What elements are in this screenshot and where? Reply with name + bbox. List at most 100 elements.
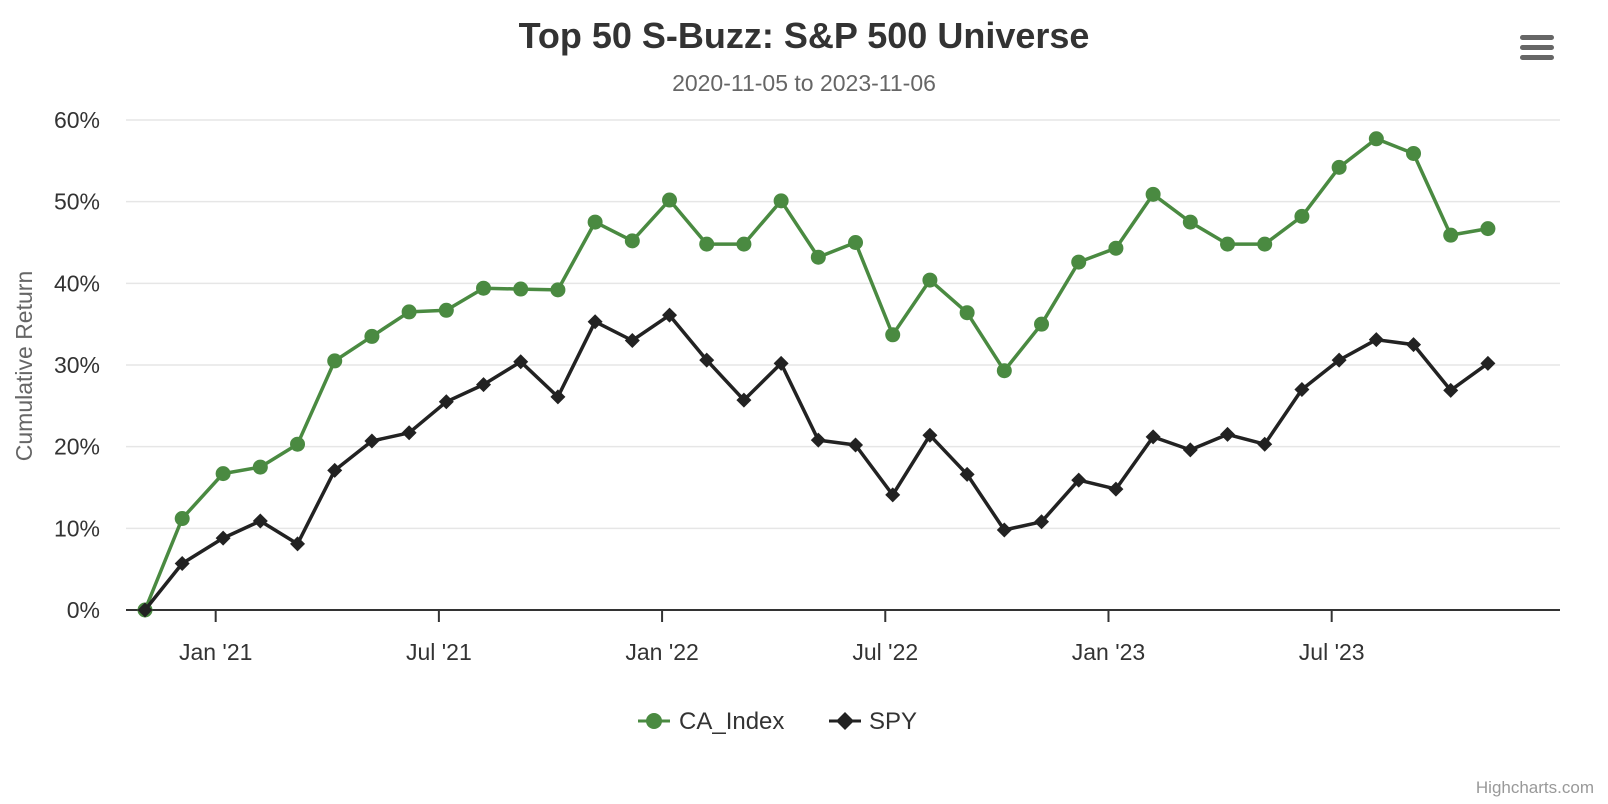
credits-link[interactable]: Highcharts.com: [1476, 778, 1594, 797]
data-point-ca-index[interactable]: [1257, 236, 1273, 252]
series-spy: [137, 307, 1496, 618]
data-point-ca-index[interactable]: [1331, 159, 1347, 175]
data-point-ca-index[interactable]: [550, 282, 566, 298]
data-point-spy[interactable]: [810, 432, 826, 448]
x-tick-label: Jul '22: [852, 639, 918, 665]
data-point-ca-index[interactable]: [996, 363, 1012, 379]
data-point-ca-index[interactable]: [1108, 240, 1124, 256]
data-point-ca-index[interactable]: [885, 327, 901, 343]
data-point-ca-index[interactable]: [1145, 186, 1161, 202]
data-point-spy[interactable]: [1257, 436, 1273, 452]
hamburger-menu-icon[interactable]: [1518, 30, 1558, 64]
data-point-ca-index[interactable]: [587, 214, 603, 230]
data-point-ca-index[interactable]: [959, 305, 975, 321]
y-tick-label: 40%: [54, 270, 100, 296]
legend-marker-diamond-icon: [836, 712, 854, 730]
data-point-spy[interactable]: [662, 307, 678, 323]
data-point-spy[interactable]: [773, 355, 789, 371]
x-tick-label: Jan '22: [625, 639, 698, 665]
data-point-ca-index[interactable]: [1406, 145, 1422, 161]
data-point-spy[interactable]: [550, 389, 566, 405]
data-point-spy[interactable]: [699, 352, 715, 368]
legend: CA_Index SPY: [638, 708, 917, 735]
data-point-spy[interactable]: [587, 314, 603, 330]
data-point-ca-index[interactable]: [290, 436, 306, 452]
data-point-ca-index[interactable]: [252, 459, 268, 475]
series-line-spy: [143, 313, 1490, 612]
data-point-ca-index[interactable]: [1034, 316, 1050, 332]
data-point-spy[interactable]: [1368, 332, 1384, 348]
data-point-ca-index[interactable]: [1220, 236, 1236, 252]
data-point-spy[interactable]: [290, 536, 306, 552]
data-point-ca-index[interactable]: [922, 272, 938, 288]
data-point-ca-index[interactable]: [364, 328, 380, 344]
y-tick-label: 60%: [54, 107, 100, 133]
y-tick-label: 50%: [54, 189, 100, 215]
data-point-ca-index[interactable]: [624, 233, 640, 249]
data-point-ca-index[interactable]: [327, 353, 343, 369]
data-point-ca-index[interactable]: [773, 193, 789, 209]
data-point-spy[interactable]: [364, 433, 380, 449]
data-point-spy[interactable]: [1034, 514, 1050, 530]
data-point-spy[interactable]: [401, 425, 417, 441]
data-point-ca-index[interactable]: [513, 281, 529, 297]
legend-item-ca-index[interactable]: CA_Index: [638, 708, 784, 735]
series-line-ca-index: [143, 137, 1490, 612]
chart-subtitle: 2020-11-05 to 2023-11-06: [672, 70, 936, 96]
data-point-spy[interactable]: [137, 602, 153, 618]
data-point-spy[interactable]: [996, 522, 1012, 538]
data-point-spy[interactable]: [1220, 426, 1236, 442]
data-point-spy[interactable]: [438, 394, 454, 410]
data-point-spy[interactable]: [1443, 382, 1459, 398]
data-point-spy[interactable]: [476, 377, 492, 393]
data-point-spy[interactable]: [1145, 429, 1161, 445]
x-tick-label: Jul '23: [1299, 639, 1365, 665]
data-point-spy[interactable]: [327, 462, 343, 478]
data-point-spy[interactable]: [215, 530, 231, 546]
data-point-spy[interactable]: [1406, 337, 1422, 353]
data-point-ca-index[interactable]: [401, 304, 417, 320]
data-point-spy[interactable]: [922, 427, 938, 443]
data-point-spy[interactable]: [885, 487, 901, 503]
data-point-ca-index[interactable]: [1443, 227, 1459, 243]
data-point-spy[interactable]: [959, 466, 975, 482]
data-point-ca-index[interactable]: [699, 236, 715, 252]
data-point-ca-index[interactable]: [1071, 254, 1087, 270]
data-point-ca-index[interactable]: [810, 249, 826, 265]
legend-label-spy: SPY: [869, 708, 917, 735]
data-point-spy[interactable]: [1071, 472, 1087, 488]
data-point-spy[interactable]: [513, 354, 529, 370]
data-point-ca-index[interactable]: [1294, 208, 1310, 224]
y-axis-ticks: 0% 10% 20% 30% 40% 50% 60%: [54, 107, 100, 623]
y-tick-label: 10%: [54, 515, 100, 541]
data-point-spy[interactable]: [1294, 382, 1310, 397]
data-point-ca-index[interactable]: [1182, 214, 1198, 230]
y-tick-label: 30%: [54, 352, 100, 378]
x-tick-label: Jan '23: [1072, 639, 1145, 665]
data-point-spy[interactable]: [1331, 352, 1347, 368]
data-point-spy[interactable]: [736, 392, 752, 408]
y-tick-label: 0%: [67, 597, 100, 623]
data-point-ca-index[interactable]: [662, 192, 678, 208]
legend-marker-circle-icon: [646, 713, 662, 729]
data-point-ca-index[interactable]: [736, 236, 752, 252]
data-point-spy[interactable]: [624, 333, 640, 348]
data-point-ca-index[interactable]: [174, 511, 190, 527]
data-point-spy[interactable]: [1182, 442, 1198, 458]
legend-label-ca-index: CA_Index: [679, 708, 784, 735]
data-point-ca-index[interactable]: [215, 466, 231, 482]
data-point-ca-index[interactable]: [476, 280, 492, 296]
legend-item-spy[interactable]: SPY: [829, 708, 917, 735]
data-point-spy[interactable]: [174, 555, 190, 571]
data-point-ca-index[interactable]: [1368, 131, 1384, 147]
data-point-ca-index[interactable]: [438, 302, 454, 318]
data-point-spy[interactable]: [848, 437, 864, 453]
data-point-ca-index[interactable]: [1480, 221, 1496, 237]
data-point-spy[interactable]: [252, 513, 268, 529]
plot-series: [137, 131, 1496, 618]
data-point-spy[interactable]: [1480, 355, 1496, 371]
y-tick-label: 20%: [54, 434, 100, 460]
data-point-spy[interactable]: [1108, 481, 1124, 497]
data-point-ca-index[interactable]: [848, 235, 864, 250]
